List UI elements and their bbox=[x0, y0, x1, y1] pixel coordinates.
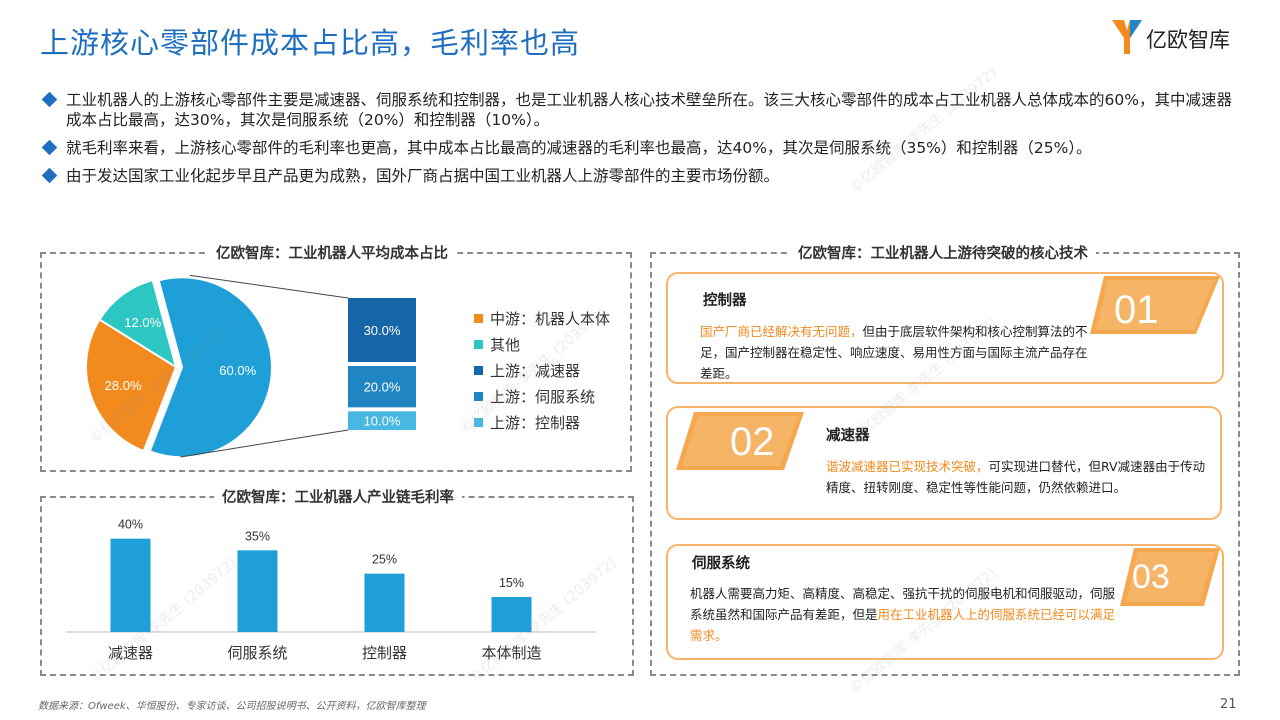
page-title: 上游核心零部件成本占比高，毛利率也高 bbox=[40, 26, 581, 60]
bar-value-label: 25% bbox=[372, 553, 397, 567]
legend-item: 上游：减速器 bbox=[474, 357, 610, 383]
card-02-text: 谐波减速器已实现技术突破，可实现进口替代，但RV减速器由于传动精度、扭转刚度、稳… bbox=[826, 456, 1211, 498]
legend-label: 上游：伺服系统 bbox=[490, 387, 596, 406]
data-source: 数据来源：Ofweek、华恒股份、专家访谈、公司招股说明书、公开资料，亿欧智库整… bbox=[38, 701, 426, 712]
pie-slice bbox=[85, 318, 178, 453]
breakdown-label: 20.0% bbox=[364, 380, 401, 395]
badge-03-shape bbox=[1120, 548, 1220, 606]
legend-swatch bbox=[474, 339, 483, 349]
connector-line bbox=[180, 429, 349, 458]
legend-swatch bbox=[474, 365, 483, 375]
bullet-text: 就毛利率来看，上游核心零部件的毛利率也更高，其中成本占比最高的减速器的毛利率也最… bbox=[66, 139, 1092, 157]
bar bbox=[491, 597, 532, 632]
legend-item: 中游：机器人本体 bbox=[474, 305, 610, 331]
bullet-list: 工业机器人的上游核心零部件主要是减速器、伺服系统和控制器，也是工业机器人核心技术… bbox=[41, 90, 1242, 194]
bullet-item: 工业机器人的上游核心零部件主要是减速器、伺服系统和控制器，也是工业机器人核心技术… bbox=[41, 90, 1242, 130]
legend-label: 上游：减速器 bbox=[490, 361, 581, 380]
breakdown-segment bbox=[348, 298, 416, 362]
bar-value-label: 35% bbox=[245, 529, 270, 543]
cost-pie-chart: 28.0% 12.0% 60.0% 30.0% 20.0% 10.0% bbox=[85, 274, 416, 459]
bar-category-label: 控制器 bbox=[362, 644, 407, 662]
logo: 亿欧智库 bbox=[1110, 18, 1250, 58]
card-02-highlight: 谐波减速器已实现技术突破， bbox=[826, 459, 989, 474]
bullet-text: 工业机器人的上游核心零部件主要是减速器、伺服系统和控制器，也是工业机器人核心技术… bbox=[66, 91, 1232, 129]
card-01-text: 国产厂商已经解决有无问题，但由于底层软件架构和核心控制算法的不足，国产控制器在稳… bbox=[700, 321, 1090, 384]
badge-02-number: 02 bbox=[730, 420, 775, 464]
margin-chart-title: 亿欧智库：工业机器人产业链毛利率 bbox=[214, 486, 462, 507]
bar-value-label: 15% bbox=[499, 576, 524, 590]
card-01-title: 控制器 bbox=[703, 293, 747, 309]
bar bbox=[237, 550, 278, 632]
bar-category-label: 伺服系统 bbox=[227, 644, 287, 662]
pie-slice-label: 28.0% bbox=[105, 378, 142, 393]
legend-label: 中游：机器人本体 bbox=[490, 309, 611, 328]
legend-item: 其他 bbox=[474, 331, 610, 357]
card-03-body: 机器人需要高力矩、高精度、高稳定、强抗干扰的伺服电机和伺服驱动，伺服系统虽然和国… bbox=[690, 586, 1116, 622]
badge-03-number: 03 bbox=[1132, 558, 1170, 596]
breakdown-label: 10.0% bbox=[364, 414, 401, 429]
bar bbox=[110, 538, 151, 632]
cost-chart-title: 亿欧智库：工业机器人平均成本占比 bbox=[208, 242, 456, 263]
card-03-text: 机器人需要高力矩、高精度、高稳定、强抗干扰的伺服电机和伺服驱动，伺服系统虽然和国… bbox=[690, 583, 1120, 646]
page-number: 21 bbox=[1220, 697, 1237, 712]
badge-01-shape bbox=[1090, 276, 1220, 334]
cost-legend: 中游：机器人本体 其他上游：减速器 上游：伺服系统 上游：控制器 bbox=[474, 305, 610, 435]
legend-item: 上游：控制器 bbox=[474, 409, 610, 435]
connector-line bbox=[189, 274, 349, 299]
legend-item: 上游：伺服系统 bbox=[474, 383, 610, 409]
logo-icon bbox=[1112, 20, 1142, 54]
pie-slice-label: 12.0% bbox=[124, 315, 161, 330]
card-02-title: 减速器 bbox=[826, 428, 870, 444]
pie-slice bbox=[148, 276, 273, 459]
legend-label: 其他 bbox=[490, 335, 521, 354]
breakdown-label: 30.0% bbox=[364, 323, 401, 338]
bullet-text: 由于发达国家工业化起步早且产品更为成熟，国外厂商占据中国工业机器人上游零部件的主… bbox=[66, 167, 780, 185]
bar-category-label: 减速器 bbox=[108, 644, 153, 662]
bullet-item: 就毛利率来看，上游核心零部件的毛利率也更高，其中成本占比最高的减速器的毛利率也最… bbox=[41, 138, 1242, 158]
tech-panel-title: 亿欧智库：工业机器人上游待突破的核心技术 bbox=[790, 242, 1096, 263]
diamond-icon bbox=[41, 167, 58, 184]
bullet-item: 由于发达国家工业化起步早且产品更为成熟，国外厂商占据中国工业机器人上游零部件的主… bbox=[41, 166, 1242, 186]
legend-swatch bbox=[474, 313, 483, 323]
card-01-highlight: 国产厂商已经解决有无问题， bbox=[700, 324, 863, 339]
diamond-icon bbox=[41, 91, 58, 108]
card-03-highlight: 用在工业机器人上的伺服系统已经可以满足需求。 bbox=[690, 607, 1116, 643]
bar-category-label: 本体制造 bbox=[481, 644, 541, 662]
pie-slice-label: 60.0% bbox=[219, 363, 256, 378]
logo-text: 亿欧智库 bbox=[1146, 28, 1230, 52]
card-03-title: 伺服系统 bbox=[692, 556, 750, 572]
badge-01-number: 01 bbox=[1114, 288, 1159, 332]
bar bbox=[364, 573, 405, 632]
breakdown-segment bbox=[348, 366, 416, 408]
badge-02-shape bbox=[676, 412, 804, 470]
bar-value-label: 40% bbox=[118, 518, 143, 532]
legend-swatch bbox=[474, 417, 483, 427]
margin-bar-chart: 40% 减速器 35% 伺服系统 25% 控制器 15% 本体制造 bbox=[66, 518, 596, 662]
legend-label: 上游：控制器 bbox=[490, 413, 581, 432]
legend-swatch bbox=[474, 391, 483, 401]
breakdown-segment bbox=[348, 411, 416, 430]
card-01-body: 但由于底层软件架构和核心控制算法的不足，国产控制器在稳定性、响应速度、易用性方面… bbox=[700, 324, 1088, 381]
diamond-icon bbox=[41, 139, 58, 156]
card-02-body: 可实现进口替代，但RV减速器由于传动精度、扭转刚度、稳定性等性能问题，仍然依赖进… bbox=[826, 459, 1206, 495]
pie-slice bbox=[98, 278, 178, 370]
